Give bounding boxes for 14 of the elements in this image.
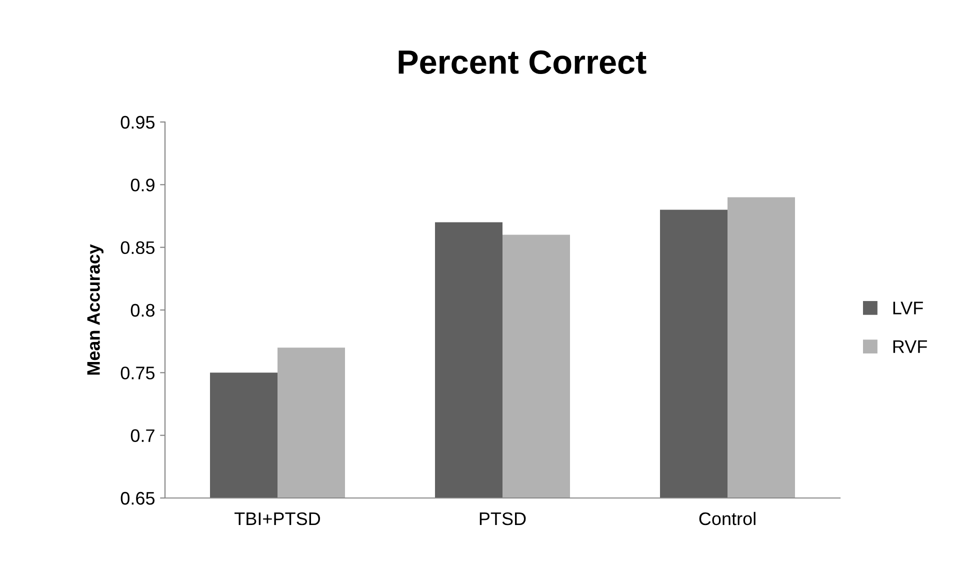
y-axis-title: Mean Accuracy bbox=[87, 244, 104, 375]
y-tick-label: 0.95 bbox=[120, 116, 155, 129]
y-tick-label: 0.9 bbox=[130, 178, 154, 192]
legend-label: LVF bbox=[893, 302, 923, 314]
y-tick-label: 0.65 bbox=[120, 492, 155, 505]
y-tick-label: 0.85 bbox=[120, 241, 155, 254]
chart-title: Percent Correct bbox=[398, 50, 646, 74]
y-tick-label: 0.7 bbox=[130, 429, 154, 442]
x-tick-label: TBI+PTSD bbox=[234, 512, 320, 526]
x-tick-label: PTSD bbox=[480, 512, 526, 526]
legend-label: RVF bbox=[893, 340, 927, 353]
y-tick-label: 0.8 bbox=[130, 304, 154, 317]
y-tick-label: 0.75 bbox=[120, 366, 155, 380]
x-tick-label: Control bbox=[699, 512, 756, 526]
